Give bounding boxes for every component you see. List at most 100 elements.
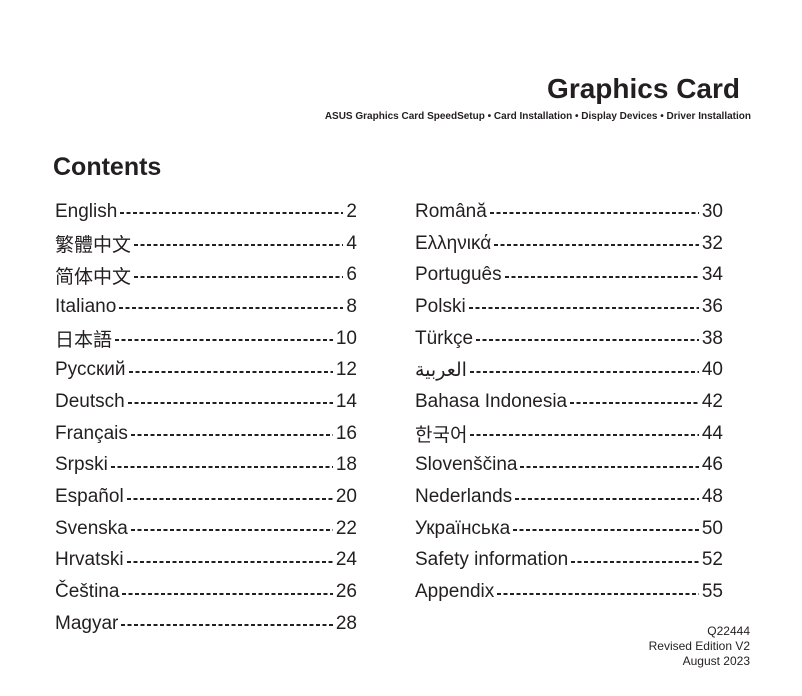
toc-leader-dashes [513, 529, 699, 532]
toc-leader-dashes [476, 339, 699, 342]
toc-entry-page: 16 [335, 422, 357, 444]
toc-leader-dashes [504, 275, 699, 278]
toc-entry: 简体中文 6 [55, 259, 357, 291]
contents-heading: Contents [53, 153, 162, 181]
toc-leader-dashes [122, 592, 333, 595]
toc-entry-label: 한국어 [415, 425, 468, 447]
toc-entry-page: 42 [701, 390, 723, 412]
toc-leader-dashes [121, 624, 333, 627]
toc-entry-label: Safety information [415, 549, 569, 571]
toc-leader-dashes [515, 497, 699, 500]
toc-entry: Deutsch 14 [55, 386, 357, 418]
toc-entry-label: Français [55, 422, 128, 444]
toc-entry-label: Bahasa Indonesia [415, 390, 568, 412]
toc-entry: Português 34 [415, 259, 723, 291]
toc-entry: Русский 12 [55, 354, 357, 386]
toc-entry: Español 20 [55, 481, 357, 513]
toc-entry: 한국어 44 [415, 418, 723, 450]
toc-entry-label: العربية [415, 359, 467, 381]
toc-entry: Bahasa Indonesia 42 [415, 386, 723, 418]
toc-entry-label: Italiano [55, 295, 117, 317]
toc-leader-dashes [134, 275, 344, 278]
toc-entry-page: 12 [335, 359, 357, 381]
toc-entry-page: 32 [701, 232, 723, 254]
toc-entry-label: Türkçe [415, 327, 474, 349]
toc-entry-label: Magyar [55, 612, 119, 634]
toc-entry: Italiano 8 [55, 291, 357, 323]
page-subtitle: ASUS Graphics Card SpeedSetup • Card Ins… [324, 111, 751, 123]
toc-entry-label: Appendix [415, 581, 495, 603]
toc-entry-page: 36 [701, 295, 723, 317]
toc-entry-page: 46 [701, 454, 723, 476]
edition-info: Q22444 Revised Edition V2 August 2023 [649, 624, 750, 669]
toc-entry-page: 6 [346, 264, 357, 286]
toc-entry: Hrvatski 24 [55, 545, 357, 577]
toc-entry-page: 4 [346, 232, 357, 254]
toc-entry-page: 14 [335, 390, 357, 412]
toc-entry-page: 24 [335, 549, 357, 571]
toc-entry-page: 18 [335, 454, 357, 476]
toc-entry-page: 48 [701, 486, 723, 508]
toc-leader-dashes [134, 244, 344, 247]
toc-entry: Svenska 22 [55, 513, 357, 545]
toc-leader-dashes [469, 370, 699, 373]
toc-leader-dashes [120, 212, 344, 215]
toc-leader-dashes [494, 244, 699, 247]
toc-entry-label: Українська [415, 517, 511, 539]
toc-leader-dashes [489, 212, 699, 215]
toc-entry-page: 10 [335, 327, 357, 349]
toc-entry: Slovenščina 46 [415, 450, 723, 482]
toc-entry-label: 繁體中文 [55, 235, 132, 257]
toc-leader-dashes [570, 402, 699, 405]
page-title: Graphics Card [547, 73, 740, 104]
toc-entry: Čeština 26 [55, 576, 357, 608]
toc-entry-page: 20 [335, 486, 357, 508]
toc-entry-page: 28 [335, 612, 357, 634]
toc-leader-dashes [497, 592, 699, 595]
toc-entry-page: 55 [701, 581, 723, 603]
toc-entry-label: Čeština [55, 581, 120, 603]
toc-entry: العربية 40 [415, 354, 723, 386]
toc-leader-dashes [470, 434, 699, 437]
toc-entry-label: Português [415, 264, 502, 286]
toc-entry: Appendix 55 [415, 576, 723, 608]
toc-entry: Nederlands 48 [415, 481, 723, 513]
toc-entry: 日本語 10 [55, 323, 357, 355]
toc-leader-dashes [115, 339, 333, 342]
toc-entry-label: Slovenščina [415, 454, 518, 476]
toc-entry-label: Русский [55, 359, 126, 381]
toc-leader-dashes [468, 307, 699, 310]
toc-leader-dashes [126, 497, 333, 500]
toc-entry: Français 16 [55, 418, 357, 450]
toc-entry: English 2 [55, 196, 357, 228]
toc-entry-label: Nederlands [415, 486, 513, 508]
toc-leader-dashes [128, 370, 333, 373]
toc-entry: Safety information 52 [415, 545, 723, 577]
toc-entry-label: Ελληνικά [415, 232, 492, 254]
toc-entry-label: Polski [415, 295, 466, 317]
toc-leader-dashes [119, 307, 344, 310]
toc-entry: Ελληνικά 32 [415, 228, 723, 260]
toc-entry-page: 30 [701, 200, 723, 222]
toc-entry-page: 8 [346, 295, 357, 317]
toc-leader-dashes [126, 560, 333, 563]
toc-entry-label: 简体中文 [55, 266, 132, 288]
toc-entry-label: Hrvatski [55, 549, 124, 571]
toc-entry-label: Svenska [55, 517, 128, 539]
toc-leader-dashes [130, 434, 333, 437]
toc-leader-dashes [110, 465, 333, 468]
toc-entry: 繁體中文 4 [55, 228, 357, 260]
toc-entry-label: English [55, 200, 118, 222]
toc-entry-label: Deutsch [55, 390, 125, 412]
toc-entry-page: 34 [701, 264, 723, 286]
toc-entry-page: 50 [701, 517, 723, 539]
toc-entry: Magyar 28 [55, 608, 357, 640]
toc-entry-page: 26 [335, 581, 357, 603]
toc-column-right: Română 30 Ελληνικά 32 Português 34 [415, 196, 723, 640]
table-of-contents: English 2 繁體中文 4 简体中文 6 Italiano [55, 196, 723, 640]
toc-leader-dashes [571, 560, 699, 563]
toc-column-left: English 2 繁體中文 4 简体中文 6 Italiano [55, 196, 357, 640]
toc-entry-page: 2 [346, 200, 357, 222]
toc-entry-page: 22 [335, 517, 357, 539]
